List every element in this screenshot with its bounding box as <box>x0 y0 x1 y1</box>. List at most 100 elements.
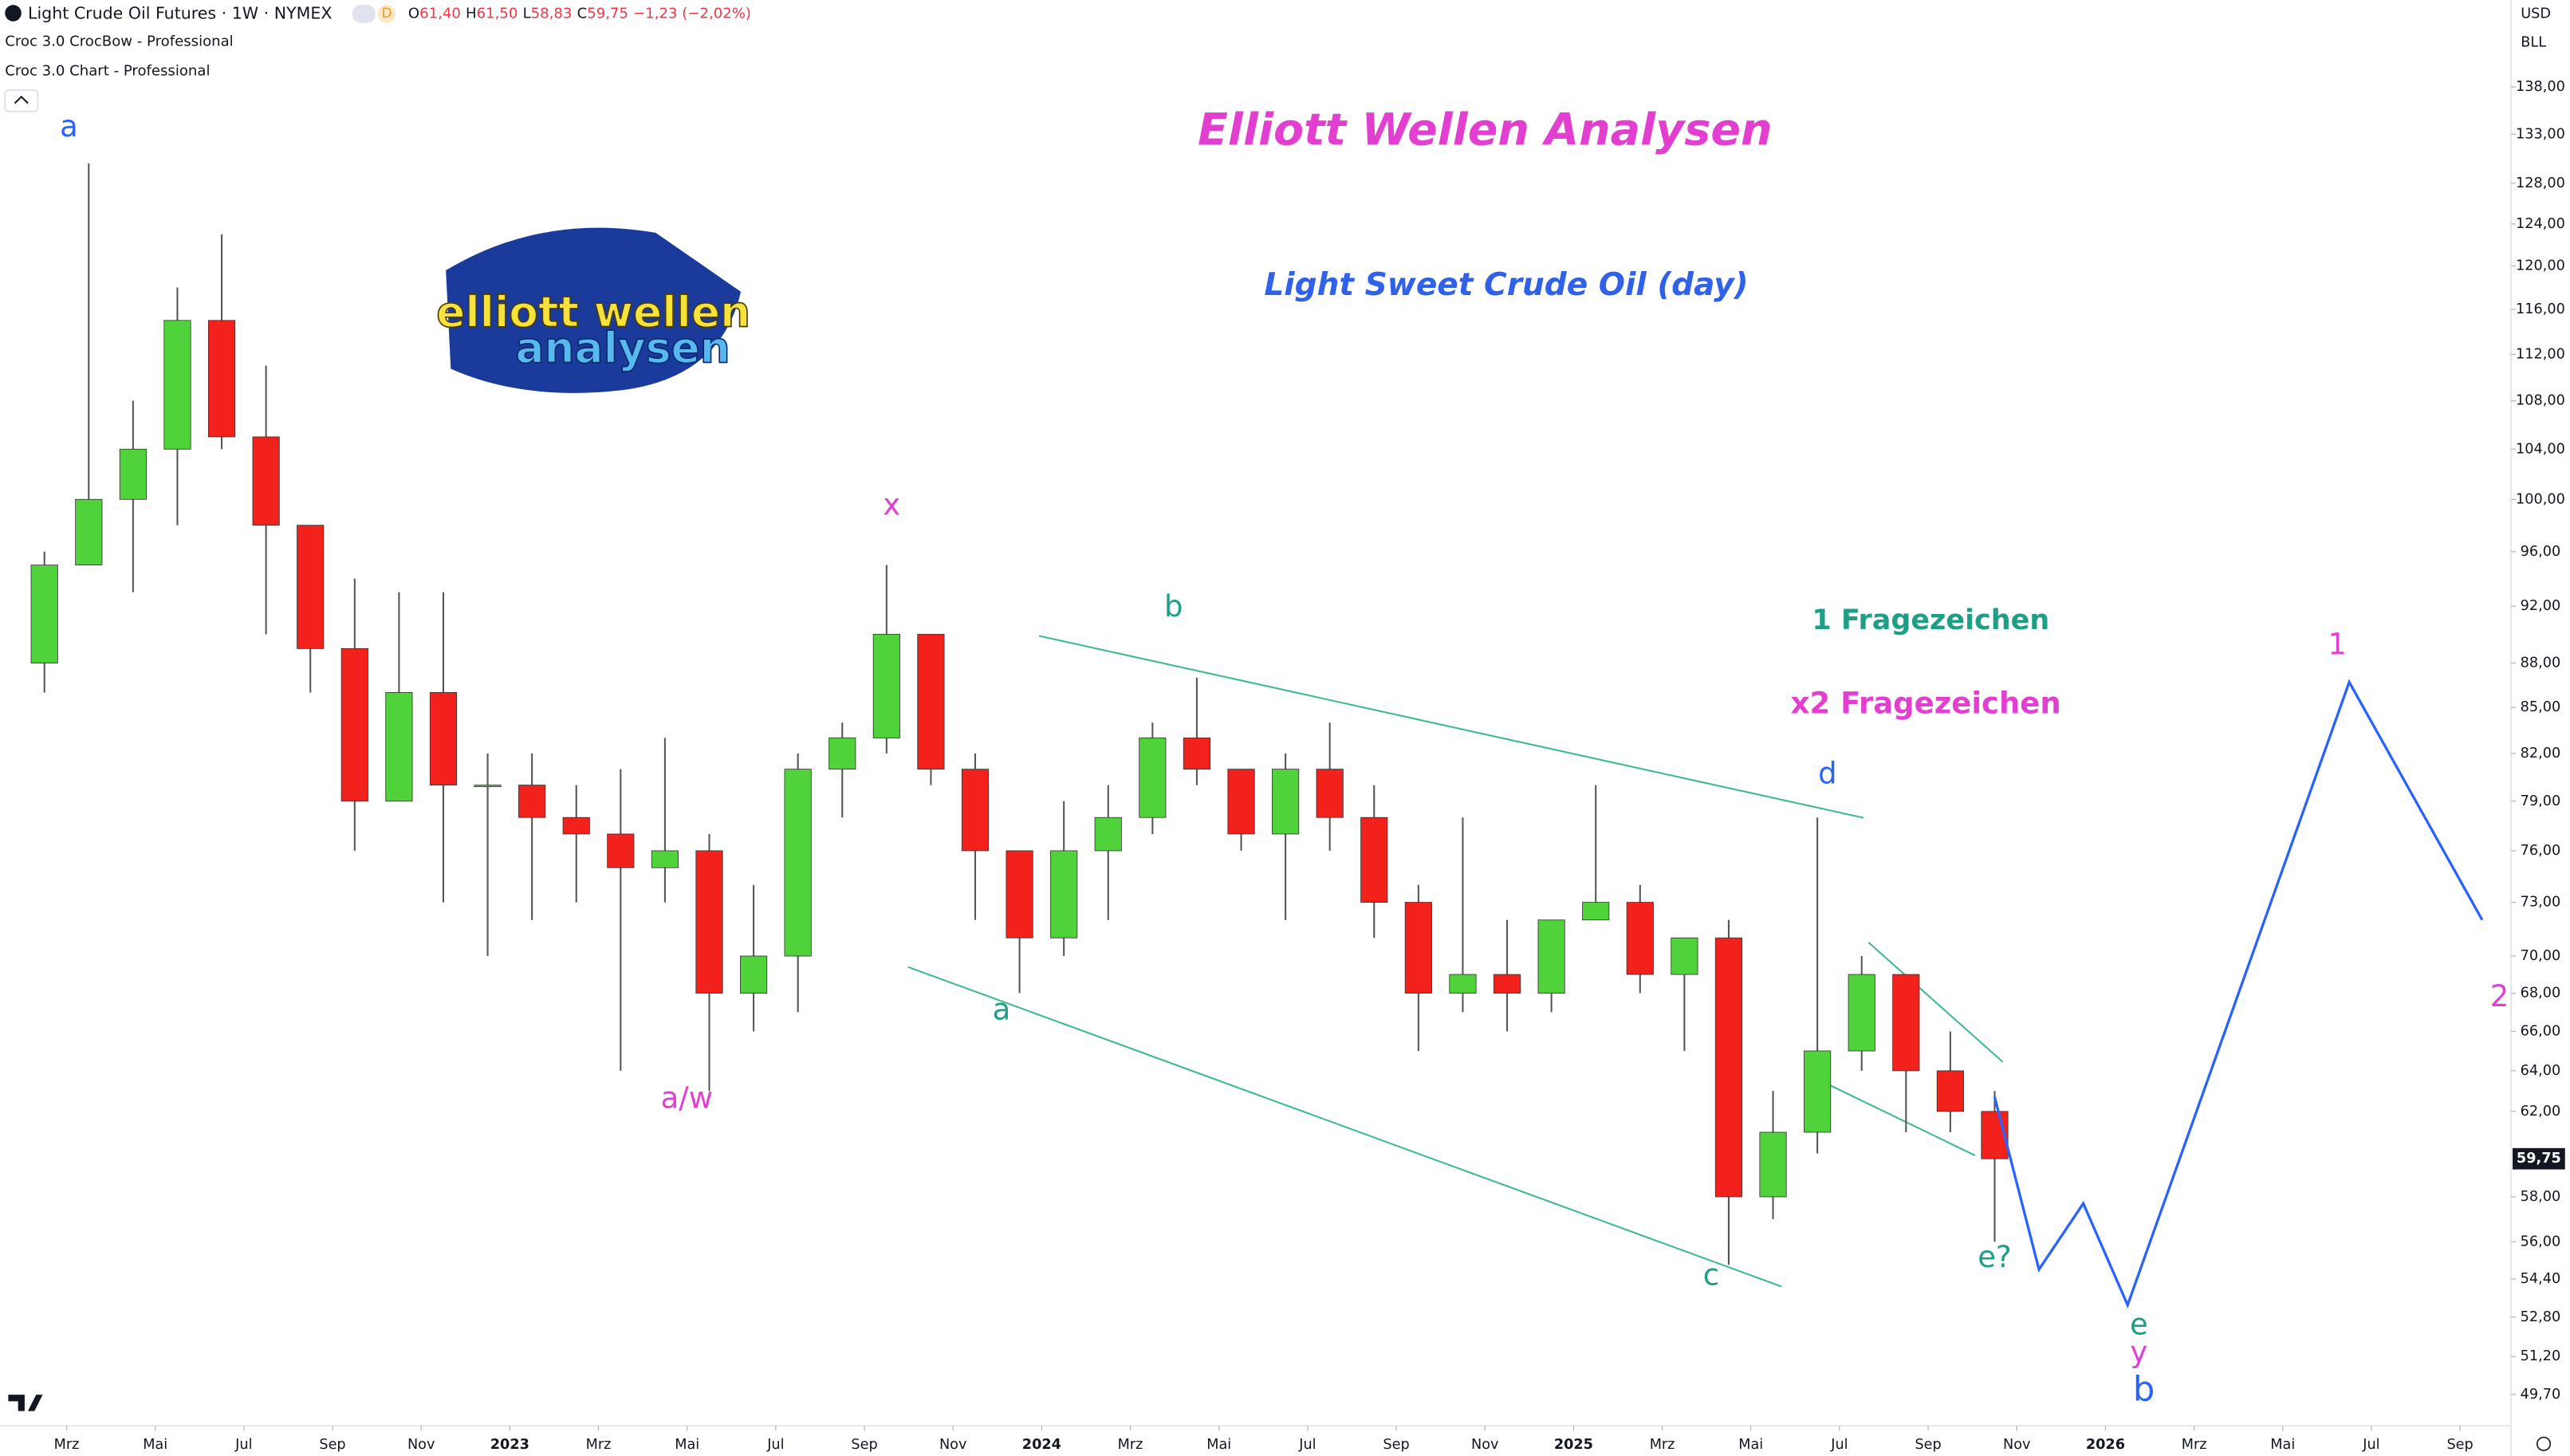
y-tick-label: 68,00 <box>2521 986 2561 1001</box>
x-tick-label: Sep <box>319 1437 345 1453</box>
symbol[interactable]: Light Crude Oil Futures · 1W · NYMEX <box>28 3 332 22</box>
collapse-button[interactable] <box>4 89 39 112</box>
y-tick-label: 76,00 <box>2521 843 2561 859</box>
candle-body <box>1848 974 1875 1052</box>
x-tick-label: Jul <box>766 1437 784 1453</box>
candle-body <box>1404 902 1432 994</box>
y-tick-label: 116,00 <box>2516 301 2565 317</box>
candle-body <box>1183 738 1211 770</box>
candle-body <box>872 634 900 738</box>
candle-body <box>784 769 812 957</box>
candle-body <box>474 785 502 788</box>
wave-label: b <box>2133 1370 2155 1410</box>
candle-body <box>1493 974 1521 994</box>
candle-body <box>518 785 546 818</box>
wave-label: a/w <box>661 1081 713 1116</box>
x-tick-label: Sep <box>1915 1437 1941 1453</box>
y-tick-label: 108,00 <box>2516 393 2565 409</box>
y-tick-label: 49,70 <box>2521 1387 2561 1403</box>
y-tick-label: 79,00 <box>2521 793 2561 809</box>
logo: elliott wellen analysen <box>435 227 751 393</box>
y-tick-label: 104,00 <box>2516 441 2565 457</box>
y-tick-label: 56,00 <box>2521 1234 2561 1249</box>
x-tick-label: Sep <box>851 1437 877 1453</box>
unit[interactable]: BLL <box>2521 34 2546 50</box>
x-tick-label: 2026 <box>2086 1437 2125 1453</box>
ohlc-change: −1,23 (−2,02%) <box>633 5 751 22</box>
candle-body <box>30 565 58 663</box>
currency[interactable]: USD <box>2521 6 2551 22</box>
candle-body <box>429 692 458 785</box>
indicator[interactable]: Croc 3.0 Chart - Professional <box>5 62 210 79</box>
y-tick-label: 138,00 <box>2516 79 2565 95</box>
wave-label: x <box>883 488 900 522</box>
trendline <box>907 966 1782 1288</box>
trendline <box>1867 942 2004 1063</box>
plot <box>30 163 2484 1309</box>
candle-body <box>1227 769 1255 835</box>
ohlc-key: H <box>466 5 477 22</box>
candle-body <box>917 634 945 770</box>
y-tick-label: 112,00 <box>2516 346 2565 362</box>
wave-label: e <box>2130 1307 2148 1341</box>
candle-body <box>1139 738 1167 818</box>
trendline <box>1822 1080 1976 1156</box>
candle-body <box>252 436 280 526</box>
wave-label: e? <box>1978 1240 2011 1274</box>
candle-body <box>163 320 191 450</box>
note: 1 Fragezeichen <box>1812 604 2049 636</box>
logo-text: elliott wellen <box>436 286 750 336</box>
y-tick-label: 54,40 <box>2521 1271 2561 1287</box>
x-tick-label: Jul <box>2362 1437 2379 1453</box>
candle-body <box>1626 902 1654 975</box>
x-tick-label: 2024 <box>1022 1437 1061 1453</box>
chart-subtitle: Light Sweet Crude Oil (day) <box>1264 267 1748 303</box>
x-tick-label: Nov <box>939 1437 966 1453</box>
wave-label: a <box>60 109 78 144</box>
x-tick-label: Nov <box>2003 1437 2030 1453</box>
candle-body <box>1759 1131 1787 1198</box>
x-tick-label: Sep <box>2446 1437 2473 1453</box>
y-tick-label: 100,00 <box>2516 491 2565 507</box>
pill <box>352 5 376 23</box>
candle-body <box>1050 850 1078 939</box>
y-tick-label: 82,00 <box>2521 746 2561 761</box>
candle-body <box>1936 1070 1964 1112</box>
candle-body <box>119 448 147 500</box>
candle-body <box>1360 817 1388 903</box>
y-tick-label: 120,00 <box>2516 258 2565 273</box>
indicator[interactable]: Croc 3.0 CrocBow - Professional <box>5 33 233 49</box>
settings-icon[interactable] <box>2536 1436 2552 1451</box>
x-tick-label: Mai <box>675 1437 699 1453</box>
x-tick-label: Nov <box>407 1437 435 1453</box>
badge: D <box>382 6 392 21</box>
candle-body <box>340 647 368 802</box>
projection-line <box>1993 679 2484 1309</box>
candle-body <box>1537 919 1565 994</box>
ohlc-key: L <box>523 5 531 22</box>
candle-body <box>385 692 413 802</box>
candle-body <box>297 525 325 649</box>
y-tick-label: 96,00 <box>2521 544 2561 560</box>
candle-body <box>1006 850 1033 939</box>
y-tick-label: 64,00 <box>2521 1063 2561 1079</box>
y-tick-label: 70,00 <box>2521 948 2561 964</box>
logo-text: analysen <box>515 322 730 372</box>
collapse-icon <box>14 95 29 104</box>
x-tick-label: Mrz <box>54 1437 80 1453</box>
candle-body <box>75 498 103 566</box>
last-price-box <box>2512 1147 2565 1170</box>
x-tick-label: Mrz <box>1118 1437 1143 1453</box>
candle-body <box>1714 937 1743 1198</box>
ohlc-key: O <box>408 5 419 22</box>
y-tick-label: 62,00 <box>2521 1104 2561 1120</box>
candle-body <box>828 738 856 770</box>
wave-label: d <box>1818 757 1836 791</box>
x-tick-label: Mrz <box>586 1437 612 1453</box>
candle-body <box>695 850 723 994</box>
logo-flag <box>446 227 742 393</box>
candle-body <box>961 769 990 852</box>
